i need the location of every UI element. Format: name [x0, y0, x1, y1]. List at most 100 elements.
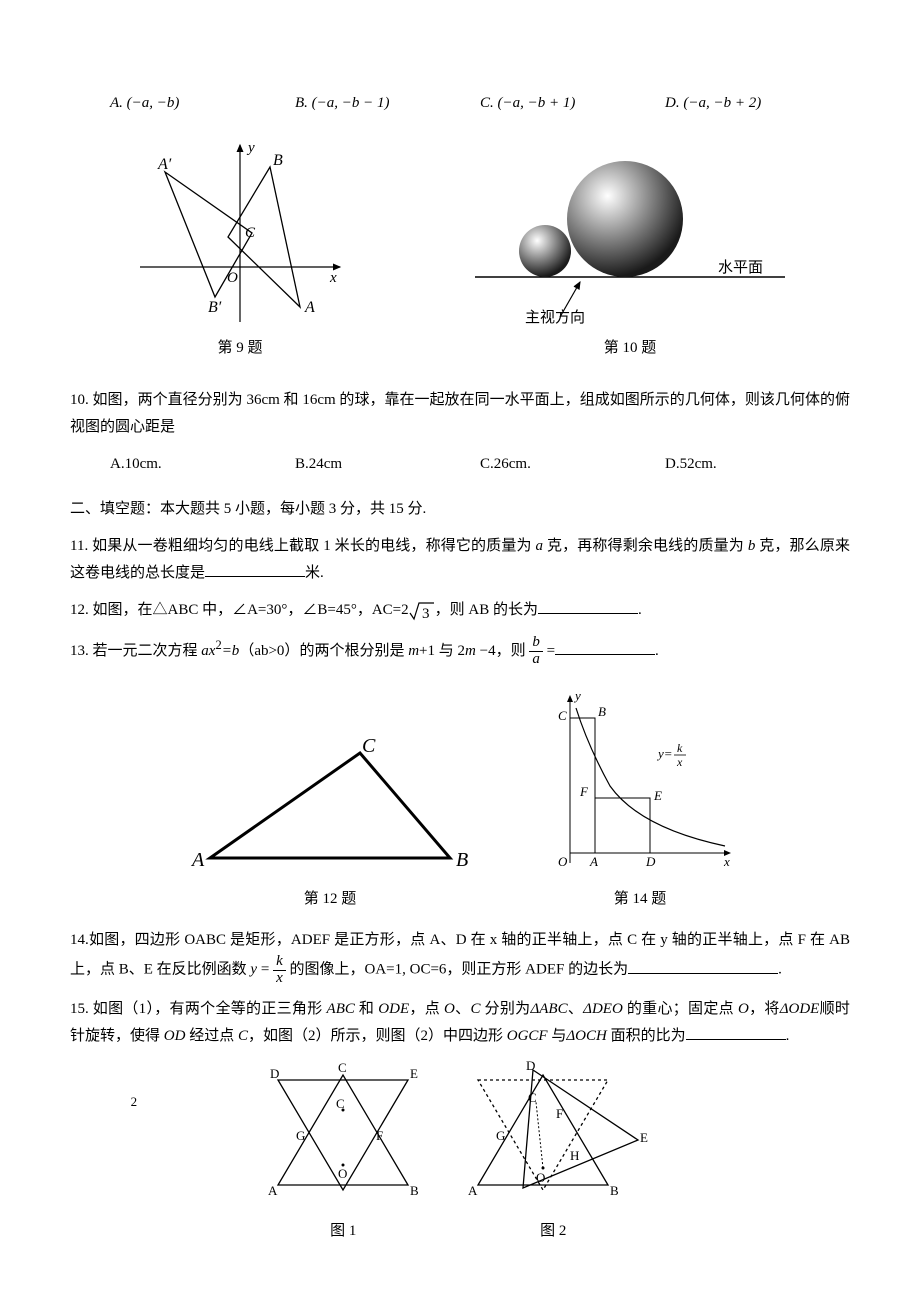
figure-row-12-14: A B C 第 12 题 O A D x C B F E y [70, 688, 850, 913]
q14-frac: kx [273, 954, 286, 987]
q15-dabc: ΔABC [530, 1001, 567, 1017]
q15-t11: ，如图（2）所示，则图（2）中四边形 [248, 1028, 507, 1044]
svg-text:O: O [338, 1166, 347, 1181]
q13-m1a: m [408, 643, 419, 659]
svg-text:F: F [579, 784, 589, 799]
svg-text:y=: y= [656, 746, 673, 761]
q15-t4: 、 [455, 1001, 471, 1017]
q11-mid1: 克，再称得剩余电线的质量为 [543, 538, 748, 554]
svg-text:B: B [598, 704, 606, 719]
q13-period: . [655, 643, 659, 659]
svg-text:D: D [645, 854, 656, 869]
q10-text: 10. 如图，两个直径分别为 36cm 和 16cm 的球，靠在一起放在同一水平… [70, 387, 850, 441]
fig10-svg: 水平面 主视方向 [470, 147, 790, 327]
q15-t10: 经过点 [185, 1028, 238, 1044]
figure-row-15: 2 A B C D E C G F O 图 1 [70, 1060, 850, 1245]
section-2-header: 二、填空题：本大题共 5 小题，每小题 3 分，共 15 分. [70, 496, 850, 523]
fig15-1-svg: A B C D E C G F O [258, 1060, 428, 1210]
q9-options: A. (−a, −b) B. (−a, −b − 1) C. (−a, −b +… [70, 90, 850, 117]
q15-c: C [470, 1001, 480, 1017]
q15-t8: ，将 [749, 1001, 780, 1017]
q13-eqb: =b [222, 643, 240, 659]
q13-cond: （ab>0） [239, 643, 299, 659]
q15: 15. 如图（1），有两个全等的正三角形 ABC 和 ODE，点 O、C 分别为… [70, 996, 850, 1050]
q15-dode: ΔODE [780, 1001, 820, 1017]
svg-text:B′: B′ [208, 299, 222, 316]
q11-post: 米. [305, 565, 324, 581]
q13-ax: ax [201, 643, 215, 659]
q14: 14.如图，四边形 OABC 是矩形，ADEF 是正方形，点 A、D 在 x 轴… [70, 927, 850, 987]
q15-t5: 分别为 [481, 1001, 531, 1017]
svg-text:A: A [468, 1183, 478, 1198]
fig9-svg: A B C A′ B′ O x y [130, 137, 350, 327]
q15-doch: ΔOCH [566, 1028, 606, 1044]
svg-text:A: A [190, 849, 205, 871]
q9-opt-a: A. (−a, −b) [110, 90, 295, 117]
q15-abc: ABC [327, 1001, 355, 1017]
svg-text:C: C [558, 708, 567, 723]
svg-text:E: E [410, 1066, 418, 1081]
q15-period: . [786, 1028, 790, 1044]
svg-text:F: F [556, 1106, 563, 1121]
svg-text:D: D [270, 1066, 279, 1081]
svg-text:A: A [304, 299, 315, 316]
fig14-svg: O A D x C B F E y y= k x [540, 688, 740, 878]
fig9-label: 第 9 题 [217, 335, 262, 362]
q14-x: x [273, 971, 286, 987]
q13-frac: ba [529, 635, 543, 668]
q13-mid: 的两个根分别是 [299, 643, 408, 659]
fig15-2-label: 图 2 [540, 1218, 566, 1245]
fig14-label: 第 14 题 [614, 886, 667, 913]
q13-m2b: −4，则 [476, 643, 526, 659]
svg-text:C: C [338, 1060, 347, 1075]
q11: 11. 如果从一卷粗细均匀的电线上截取 1 米长的电线，称得它的质量为 a 克，… [70, 533, 850, 587]
svg-text:k: k [677, 741, 683, 755]
svg-text:B: B [273, 152, 283, 169]
svg-text:A: A [589, 854, 598, 869]
q15-t2: 和 [355, 1001, 378, 1017]
q14-post: 的图像上，OA=1, OC=6，则正方形 ADEF 的边长为 [286, 962, 628, 978]
q13-m2a: m [465, 643, 476, 659]
q15-od: OD [164, 1028, 186, 1044]
q13-pre: 13. 若一元二次方程 [70, 643, 201, 659]
q15-ode: ODE [378, 1001, 409, 1017]
sqrt-icon: 3 [409, 601, 435, 621]
q13-frac-d: a [529, 652, 543, 668]
q13-blank [555, 639, 655, 656]
svg-text:O: O [227, 270, 238, 286]
svg-text:y: y [573, 688, 581, 703]
q15-o2: O [738, 1001, 749, 1017]
q15-t6: 、 [568, 1001, 584, 1017]
svg-text:x: x [676, 755, 683, 769]
svg-text:x: x [329, 270, 337, 286]
q10-options: A.10cm. B.24cm C.26cm. D.52cm. [70, 451, 850, 478]
q10-opt-a: A.10cm. [110, 451, 295, 478]
svg-text:C: C [528, 1090, 537, 1105]
q10-opt-b: B.24cm [295, 451, 480, 478]
fig15-1-col: A B C D E C G F O 图 1 [258, 1060, 428, 1245]
q13-eq: = [543, 643, 555, 659]
q15-c2: C [238, 1028, 248, 1044]
svg-text:B: B [456, 849, 468, 871]
fig12-svg: A B C [180, 738, 480, 878]
svg-text:O: O [536, 1170, 545, 1185]
svg-text:3: 3 [422, 606, 430, 621]
q12-pre: 12. 如图，在△ABC 中，∠A=30°，∠B=45°，AC=2 [70, 602, 409, 618]
q12: 12. 如图，在△ABC 中，∠A=30°，∠B=45°，AC=2 3 ，则 AB … [70, 597, 850, 624]
q13: 13. 若一元二次方程 ax2=b（ab>0）的两个根分别是 m+1 与 2m … [70, 634, 850, 668]
fig9-col: A B C A′ B′ O x y 第 9 题 [130, 137, 350, 362]
q10-opt-d: D.52cm. [665, 451, 850, 478]
q9-opt-c: C. (−a, −b + 1) [480, 90, 665, 117]
q13-m1b: +1 与 2 [419, 643, 465, 659]
svg-text:C: C [362, 738, 376, 757]
q10-opt-c: C.26cm. [480, 451, 665, 478]
page-number: 2 [131, 1090, 138, 1113]
fig10-col: 水平面 主视方向 第 10 题 [470, 147, 790, 362]
q15-t12: 与 [548, 1028, 567, 1044]
svg-text:B: B [610, 1183, 619, 1198]
svg-text:G: G [496, 1128, 505, 1143]
fig12-label: 第 12 题 [304, 886, 357, 913]
q12-post: ，则 AB 的长为 [435, 602, 538, 618]
q15-t7: 的重心；固定点 [623, 1001, 738, 1017]
q11-blank [205, 561, 305, 578]
